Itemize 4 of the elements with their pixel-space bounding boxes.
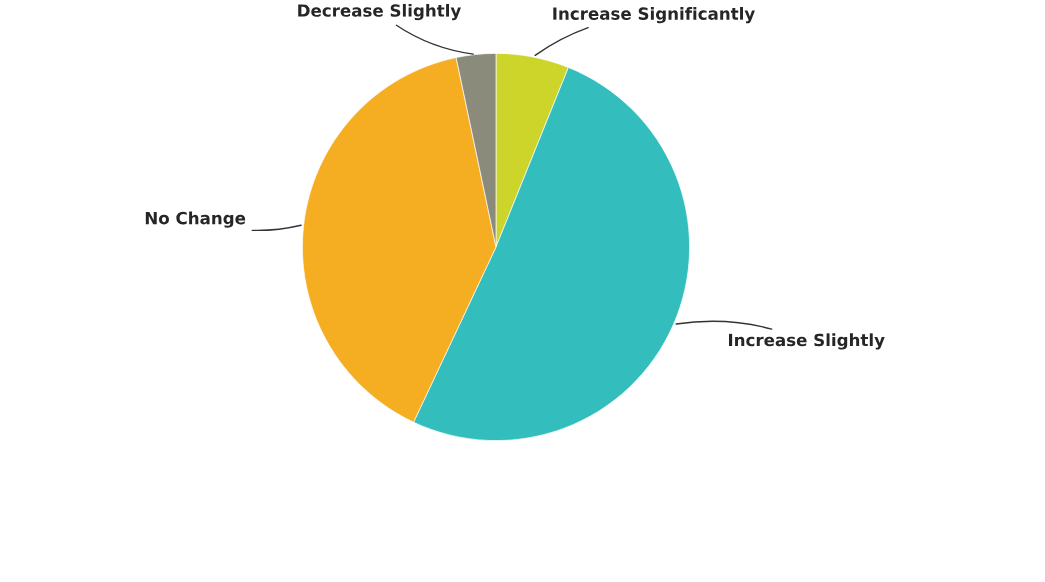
slice-label: No Change [145, 211, 246, 228]
slice-label: Increase Slightly [729, 333, 885, 350]
slice-label: Decrease Slightly [298, 3, 461, 21]
slice-label: Increase Significantly [553, 7, 755, 24]
